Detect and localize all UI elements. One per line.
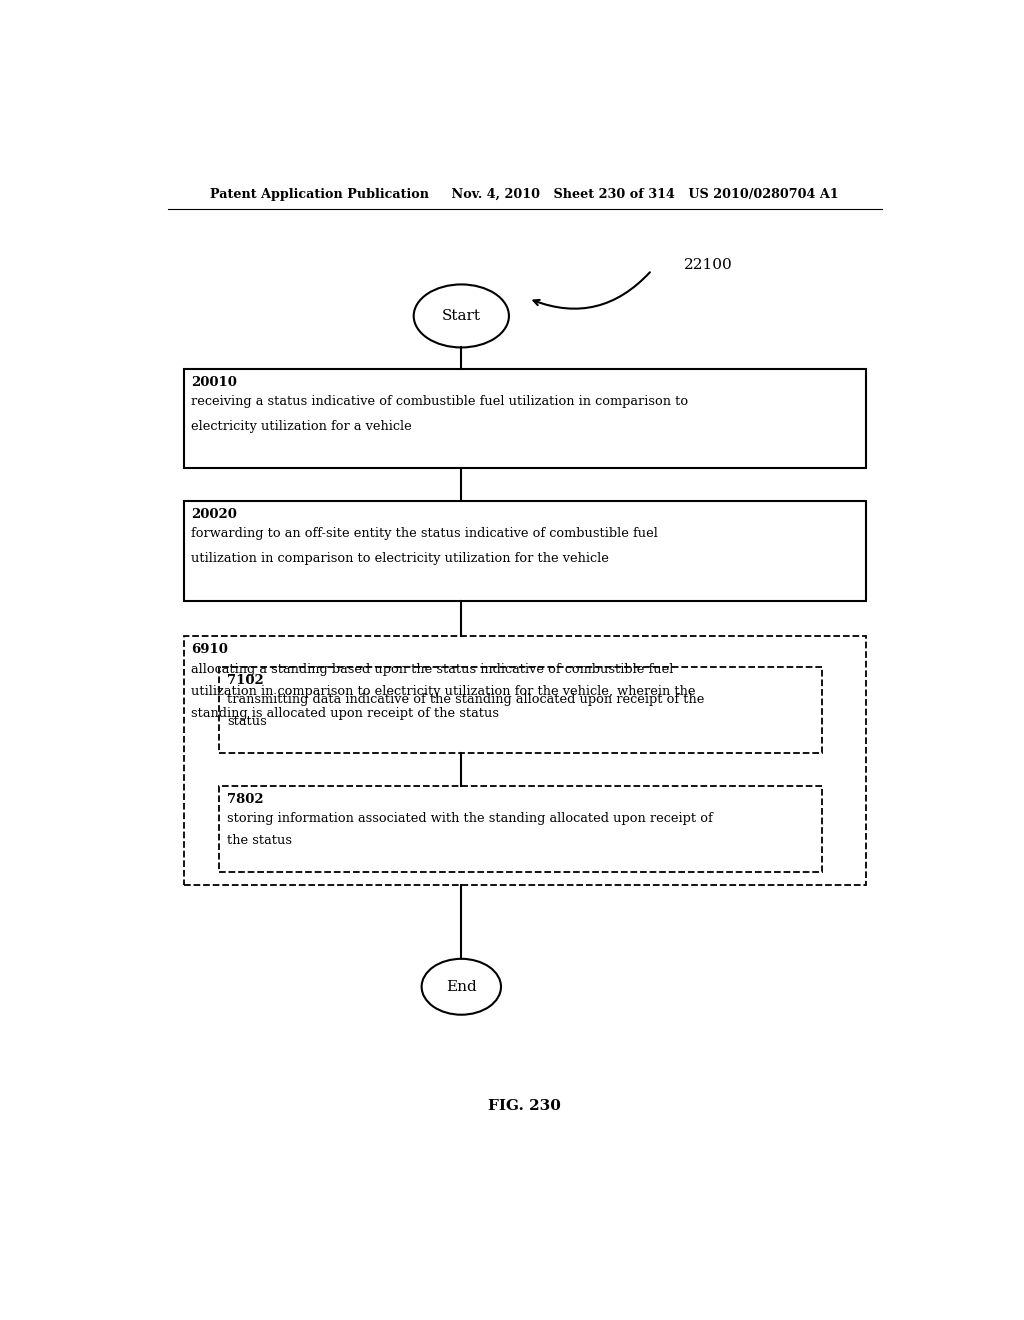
Text: standing is allocated upon receipt of the status: standing is allocated upon receipt of th…: [191, 708, 500, 721]
Text: utilization in comparison to electricity utilization for the vehicle: utilization in comparison to electricity…: [191, 552, 609, 565]
Text: storing information associated with the standing allocated upon receipt of: storing information associated with the …: [227, 812, 713, 825]
Text: Patent Application Publication     Nov. 4, 2010   Sheet 230 of 314   US 2010/028: Patent Application Publication Nov. 4, 2…: [211, 189, 839, 202]
Bar: [183, 500, 866, 601]
Text: 22100: 22100: [684, 259, 732, 272]
Text: 6910: 6910: [191, 643, 228, 656]
Text: 7802: 7802: [227, 792, 264, 805]
Text: status: status: [227, 715, 267, 729]
Bar: [183, 636, 866, 886]
Text: receiving a status indicative of combustible fuel utilization in comparison to: receiving a status indicative of combust…: [191, 395, 688, 408]
Bar: [183, 368, 866, 469]
Text: Start: Start: [441, 309, 481, 323]
Text: the status: the status: [227, 834, 292, 847]
Text: transmitting data indicative of the standing allocated upon receipt of the: transmitting data indicative of the stan…: [227, 693, 705, 706]
Text: 7102: 7102: [227, 673, 264, 686]
Bar: [219, 785, 822, 873]
Text: FIG. 230: FIG. 230: [488, 1098, 561, 1113]
Text: allocating a standing based upon the status indicative of combustible fuel: allocating a standing based upon the sta…: [191, 663, 674, 676]
Text: forwarding to an off-site entity the status indicative of combustible fuel: forwarding to an off-site entity the sta…: [191, 528, 658, 540]
Text: 20010: 20010: [191, 376, 238, 389]
Text: electricity utilization for a vehicle: electricity utilization for a vehicle: [191, 420, 413, 433]
Text: 20020: 20020: [191, 508, 238, 521]
Text: End: End: [445, 979, 477, 994]
Text: utilization in comparison to electricity utilization for the vehicle, wherein th: utilization in comparison to electricity…: [191, 685, 696, 698]
Bar: [219, 667, 822, 752]
